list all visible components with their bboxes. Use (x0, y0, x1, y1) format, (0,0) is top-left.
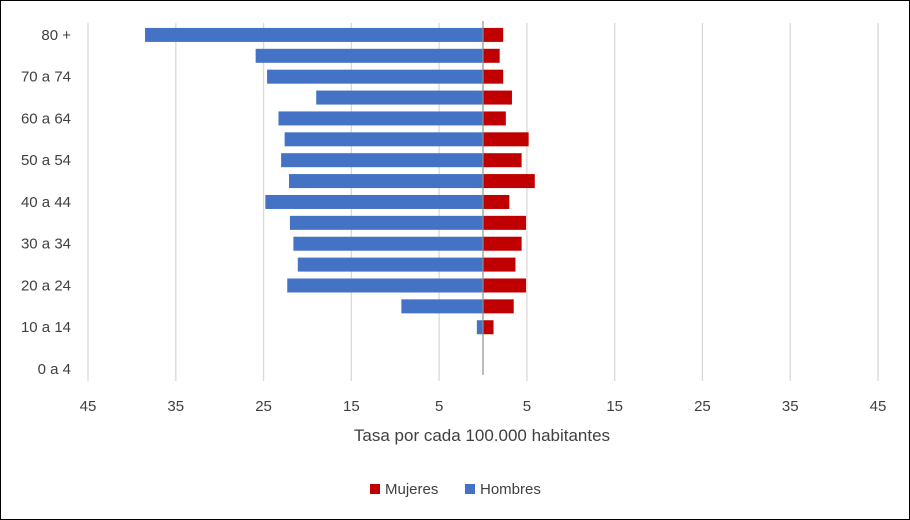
x-tick-label: 15 (343, 398, 360, 415)
hombres-bar (267, 69, 483, 84)
hombres-bar (476, 320, 483, 335)
mujeres-bar (483, 215, 527, 230)
y-tick-label: 40 a 44 (21, 194, 71, 211)
mujeres-bar (483, 48, 500, 63)
y-tick-label: 20 a 24 (21, 277, 71, 294)
y-tick-label: 10 a 14 (21, 319, 71, 336)
hombres-bar (265, 194, 483, 209)
hombres-bar (281, 153, 483, 168)
hombres-bar (289, 215, 483, 230)
hombres-bar (316, 90, 483, 105)
x-tick-label: 25 (255, 398, 272, 415)
hombres-bar (145, 27, 484, 42)
mujeres-bar (483, 236, 522, 251)
hombres-bar (293, 236, 483, 251)
x-tick-label: 35 (167, 398, 184, 415)
mujeres-bar (483, 153, 522, 168)
hombres-bar (255, 48, 483, 63)
mujeres-bar (483, 278, 527, 293)
mujeres-bar (483, 320, 494, 335)
y-tick-label: 50 a 54 (21, 152, 71, 169)
mujeres-bar (483, 132, 529, 147)
x-axis-title: Tasa por cada 100.000 habitantes (354, 426, 610, 445)
y-tick-label: 80 + (41, 27, 71, 44)
mujeres-bar (483, 257, 516, 272)
legend: Mujeres Hombres (370, 481, 541, 498)
hombres-bar (284, 132, 483, 147)
x-tick-label: 35 (782, 398, 799, 415)
y-tick-label: 70 a 74 (21, 69, 71, 86)
hombres-bar (278, 111, 483, 126)
hombres-bar (289, 174, 483, 189)
x-tick-label: 45 (80, 398, 97, 415)
x-tick-label: 45 (870, 398, 887, 415)
mujeres-bar (483, 90, 512, 105)
mujeres-bar (483, 299, 514, 314)
y-tick-labels: 0 a 4 10 a 14 20 a 24 30 a 34 40 a 44 50 a 54… (21, 27, 71, 378)
x-tick-label: 5 (523, 398, 531, 415)
legend-label-hombres: Hombres (480, 481, 541, 498)
hombres-bar (297, 257, 483, 272)
x-tick-label: 25 (694, 398, 711, 415)
x-tick-label: 5 (435, 398, 443, 415)
mujeres-bar (483, 111, 506, 126)
mujeres-bar (483, 69, 504, 84)
y-tick-label: 0 a 4 (38, 361, 71, 378)
y-tick-label: 30 a 34 (21, 236, 71, 253)
mujeres-bar (483, 27, 504, 42)
legend-label-mujeres: Mujeres (385, 481, 438, 498)
bars (145, 27, 535, 335)
y-tick-label: 60 a 64 (21, 110, 71, 127)
x-tick-label: 15 (606, 398, 623, 415)
legend-swatch-mujeres (370, 484, 380, 494)
x-tick-labels: 45 35 25 15 5 5 15 25 35 45 (80, 398, 887, 415)
mujeres-bar (483, 194, 510, 209)
hombres-bar (401, 299, 483, 314)
legend-swatch-hombres (465, 484, 475, 494)
hombres-bar (287, 278, 483, 293)
mujeres-bar (483, 174, 535, 189)
